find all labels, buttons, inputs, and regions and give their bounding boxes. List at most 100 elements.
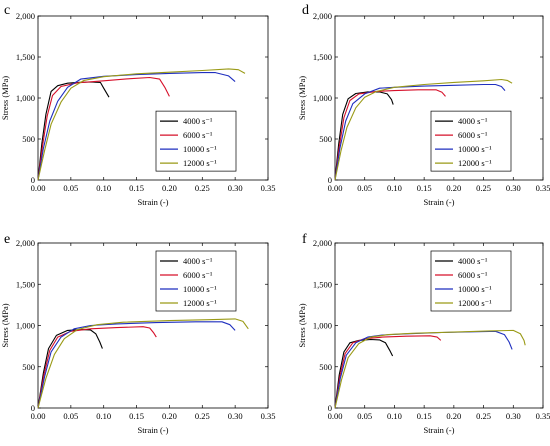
series-line-2 (37, 321, 236, 409)
x-tick-label: 0.25 (195, 411, 210, 421)
series-line-3 (334, 329, 526, 409)
x-tick-label: 0.10 (96, 411, 111, 421)
y-tick-label: 0 (31, 175, 35, 185)
x-tick-label: 0.20 (446, 183, 461, 193)
y-tick-label: 500 (319, 362, 332, 372)
x-tick-label: 0.30 (228, 183, 243, 193)
y-tick-label: 1,500 (313, 52, 332, 62)
legend: 4000 s⁻¹ 6000 s⁻¹ 10000 s⁻¹ 12000 s⁻¹ (155, 250, 237, 312)
y-axis-title: Stress (MPa) (0, 303, 10, 347)
x-tick-label: 0.00 (328, 183, 343, 193)
legend-label: 6000 s⁻¹ (183, 270, 213, 280)
x-tick-label: 0.35 (261, 183, 276, 193)
chart-panel-d: d 0.00 0.05 0.10 0.15 0.20 0.25 0.30 0.35 0 500 1,0… (297, 3, 550, 207)
legend-label: 6000 s⁻¹ (458, 130, 488, 140)
x-axis-title: Strain (-) (138, 425, 169, 435)
y-tick-label: 2,000 (313, 11, 332, 21)
series-line-1 (334, 89, 446, 181)
series-line-3 (37, 318, 249, 409)
y-tick-label: 1,500 (16, 279, 35, 289)
x-axis-title: Strain (-) (424, 425, 455, 435)
x-tick-label: 0.10 (387, 183, 402, 193)
chart-panel-e: e 0.00 0.05 0.10 0.15 0.20 0.25 0.30 0.35 0 500 1,0… (0, 232, 275, 435)
x-tick-label: 0.00 (31, 183, 46, 193)
x-axis-title: Strain (-) (138, 197, 169, 207)
x-axis-title: Strain (-) (424, 197, 455, 207)
y-tick-label: 0 (31, 403, 35, 413)
x-tick-label: 0.20 (162, 183, 177, 193)
y-tick-label: 1,000 (16, 93, 35, 103)
y-tick-label: 2,000 (16, 238, 35, 248)
y-axis-title: Stress (MPa) (0, 76, 10, 120)
y-tick-label: 500 (22, 362, 35, 372)
y-tick-label: 500 (319, 134, 332, 144)
x-tick-label: 0.00 (31, 411, 46, 421)
legend-label: 4000 s⁻¹ (458, 256, 488, 266)
legend-box (430, 250, 512, 312)
legend-label: 10000 s⁻¹ (458, 284, 492, 294)
series-line-0 (37, 81, 110, 181)
legend-label: 10000 s⁻¹ (183, 144, 217, 154)
y-tick-label: 2,000 (16, 11, 35, 21)
legend-label: 10000 s⁻¹ (183, 284, 217, 294)
y-tick-label: 1,000 (313, 93, 332, 103)
series-line-3 (37, 68, 246, 181)
x-tick-label: 0.20 (446, 411, 461, 421)
x-tick-label: 0.35 (536, 411, 550, 421)
legend-label: 4000 s⁻¹ (183, 256, 213, 266)
x-tick-label: 0.25 (195, 183, 210, 193)
y-tick-label: 2,000 (313, 238, 332, 248)
legend-label: 4000 s⁻¹ (458, 116, 488, 126)
chart-panel-c: c 0.00 0.05 0.10 0.15 0.20 0.25 0.30 0.35 0 500 1,0… (0, 3, 275, 207)
legend: 4000 s⁻¹ 6000 s⁻¹ 10000 s⁻¹ 12000 s⁻¹ (430, 110, 512, 172)
x-tick-label: 0.15 (417, 183, 432, 193)
x-tick-label: 0.30 (506, 183, 521, 193)
legend-label: 10000 s⁻¹ (458, 144, 492, 154)
series-line-1 (37, 76, 170, 181)
x-tick-label: 0.30 (228, 411, 243, 421)
y-tick-label: 0 (328, 175, 332, 185)
x-tick-label: 0.05 (357, 183, 372, 193)
x-tick-label: 0.05 (63, 411, 78, 421)
series-line-3 (334, 78, 513, 181)
legend-label: 6000 s⁻¹ (458, 270, 488, 280)
panel-label: c (4, 3, 10, 18)
y-axis-title: Stress (MPa) (297, 303, 307, 347)
x-tick-label: 0.05 (357, 411, 372, 421)
x-tick-label: 0.25 (476, 411, 491, 421)
x-tick-label: 0.15 (129, 183, 144, 193)
x-tick-label: 0.10 (96, 183, 111, 193)
x-tick-label: 0.25 (476, 183, 491, 193)
x-tick-label: 0.10 (387, 411, 402, 421)
series-line-0 (334, 91, 394, 181)
panel-label: f (302, 232, 307, 247)
x-tick-label: 0.15 (129, 411, 144, 421)
x-tick-label: 0.00 (328, 411, 343, 421)
panel-label: d (302, 3, 309, 18)
chart-panel-f: f 0.00 0.05 0.10 0.15 0.20 0.25 0.30 0.35 0 500 1,0… (297, 232, 550, 435)
legend-label: 12000 s⁻¹ (458, 158, 492, 168)
x-tick-label: 0.20 (162, 411, 177, 421)
y-tick-label: 0 (328, 403, 332, 413)
legend: 4000 s⁻¹ 6000 s⁻¹ 10000 s⁻¹ 12000 s⁻¹ (430, 250, 512, 312)
panel-label: e (4, 232, 10, 247)
x-tick-label: 0.15 (417, 411, 432, 421)
y-tick-label: 1,500 (313, 279, 332, 289)
series-line-1 (37, 326, 157, 409)
x-tick-label: 0.35 (261, 411, 276, 421)
y-tick-label: 1,000 (16, 321, 35, 331)
legend: 4000 s⁻¹ 6000 s⁻¹ 10000 s⁻¹ 12000 s⁻¹ (155, 110, 237, 172)
legend-label: 6000 s⁻¹ (183, 130, 213, 140)
series-line-0 (37, 329, 103, 409)
x-tick-label: 0.35 (536, 183, 550, 193)
y-tick-label: 1,500 (16, 52, 35, 62)
series-line-1 (334, 335, 442, 409)
legend-label: 12000 s⁻¹ (183, 298, 217, 308)
x-tick-label: 0.30 (506, 411, 521, 421)
x-tick-label: 0.05 (63, 183, 78, 193)
series-line-2 (334, 330, 513, 409)
legend-label: 12000 s⁻¹ (458, 298, 492, 308)
y-axis-title: Stress (MPa) (297, 76, 307, 120)
